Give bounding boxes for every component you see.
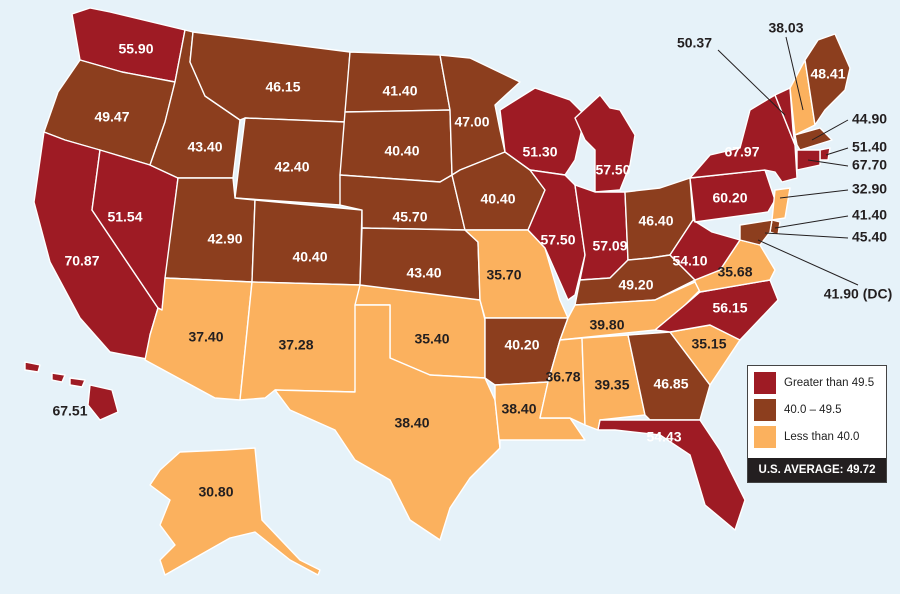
value-label-tn: 39.80 <box>589 317 624 333</box>
callout-label-md: 45.40 <box>852 229 887 245</box>
callout-label-de: 41.40 <box>852 207 887 223</box>
callout-line-ct <box>807 159 849 167</box>
legend-item-high: Greater than 49.5 <box>754 372 874 394</box>
state-vt <box>774 87 796 146</box>
value-label-co: 40.40 <box>292 249 327 265</box>
callout-label-nh: 38.03 <box>768 20 803 36</box>
state-md <box>739 219 773 246</box>
value-label-al: 39.35 <box>594 377 629 393</box>
value-label-hi: 67.51 <box>52 403 87 419</box>
callout-label-ct: 67.70 <box>852 157 887 173</box>
value-label-la: 38.40 <box>501 401 536 417</box>
state-hi <box>24 361 119 421</box>
value-label-pa: 60.20 <box>712 190 747 206</box>
callout-label-ri: 51.40 <box>852 139 887 155</box>
legend-swatch-high <box>754 372 776 394</box>
callout-line-ri <box>825 147 849 156</box>
value-label-oh: 46.40 <box>638 213 673 229</box>
state-mi <box>574 94 636 193</box>
state-fl <box>597 419 746 531</box>
callout-line-nh <box>785 36 804 111</box>
value-label-va: 35.68 <box>717 264 752 280</box>
state-mn <box>439 54 521 176</box>
value-label-fl: 54.43 <box>646 429 681 445</box>
state-tx <box>274 304 501 541</box>
state-in <box>574 184 629 281</box>
value-label-mt: 46.15 <box>265 79 300 95</box>
value-label-ak: 30.80 <box>198 484 233 500</box>
callout-line-vt <box>717 49 786 116</box>
callout-label-nj: 32.90 <box>852 181 887 197</box>
value-label-in: 57.09 <box>592 238 627 254</box>
value-label-id: 43.40 <box>187 139 222 155</box>
value-label-mi: 57.50 <box>595 162 630 178</box>
value-label-nc: 56.15 <box>712 300 747 316</box>
legend-swatch-low <box>754 426 776 448</box>
state-nj <box>771 187 791 221</box>
value-label-sc: 35.15 <box>691 336 726 352</box>
value-label-ca: 70.87 <box>64 253 99 269</box>
callout-line-ma <box>811 119 849 141</box>
legend-swatch-mid <box>754 399 776 421</box>
state-co <box>251 199 363 286</box>
value-label-wa: 55.90 <box>118 41 153 57</box>
legend: Greater than 49.5 40.0 – 49.5 Less than … <box>747 365 887 483</box>
value-label-ks: 43.40 <box>406 265 441 281</box>
state-il <box>527 169 586 301</box>
value-label-ga: 46.85 <box>653 376 688 392</box>
us-average-label: U.S. AVERAGE: 49.72 <box>748 458 886 482</box>
legend-label-high: Greater than 49.5 <box>784 377 875 389</box>
value-label-nm: 37.28 <box>278 337 313 353</box>
callout-label-dc: 41.90 (DC) <box>824 286 892 302</box>
value-label-az: 37.40 <box>188 329 223 345</box>
value-label-il: 57.50 <box>540 232 575 248</box>
value-label-mn: 47.00 <box>454 114 489 130</box>
value-label-ar: 40.20 <box>504 337 539 353</box>
callout-line-md <box>764 232 849 239</box>
value-label-tx: 38.40 <box>394 415 429 431</box>
callout-line-dc <box>757 239 859 286</box>
value-label-wi: 51.30 <box>522 144 557 160</box>
legend-item-mid: 40.0 – 49.5 <box>754 399 842 421</box>
state-wi <box>499 87 586 176</box>
value-label-me: 48.41 <box>810 66 845 82</box>
state-nc <box>654 279 779 341</box>
value-label-ok: 35.40 <box>414 331 449 347</box>
callout-line-de <box>774 215 849 229</box>
legend-item-low: Less than 40.0 <box>754 426 859 448</box>
legend-label-mid: 40.0 – 49.5 <box>784 404 842 416</box>
callout-label-vt: 50.37 <box>677 35 712 51</box>
state-me <box>804 33 851 126</box>
value-label-nv: 51.54 <box>107 209 142 225</box>
callout-label-ma: 44.90 <box>852 111 887 127</box>
value-label-ne: 45.70 <box>392 209 427 225</box>
value-label-ny: 67.97 <box>724 144 759 160</box>
callout-line-nj <box>779 189 849 199</box>
legend-label-low: Less than 40.0 <box>784 431 860 443</box>
value-label-ky: 49.20 <box>618 277 653 293</box>
value-label-ut: 42.90 <box>207 231 242 247</box>
value-label-wv: 54.10 <box>672 253 707 269</box>
value-label-ia: 40.40 <box>480 191 515 207</box>
value-label-or: 49.47 <box>94 109 129 125</box>
value-label-wy: 42.40 <box>274 159 309 175</box>
value-label-mo: 35.70 <box>486 267 521 283</box>
state-ak <box>149 447 321 576</box>
value-label-sd: 40.40 <box>384 143 419 159</box>
value-label-nd: 41.40 <box>382 83 417 99</box>
value-label-ms: 36.78 <box>545 369 580 385</box>
